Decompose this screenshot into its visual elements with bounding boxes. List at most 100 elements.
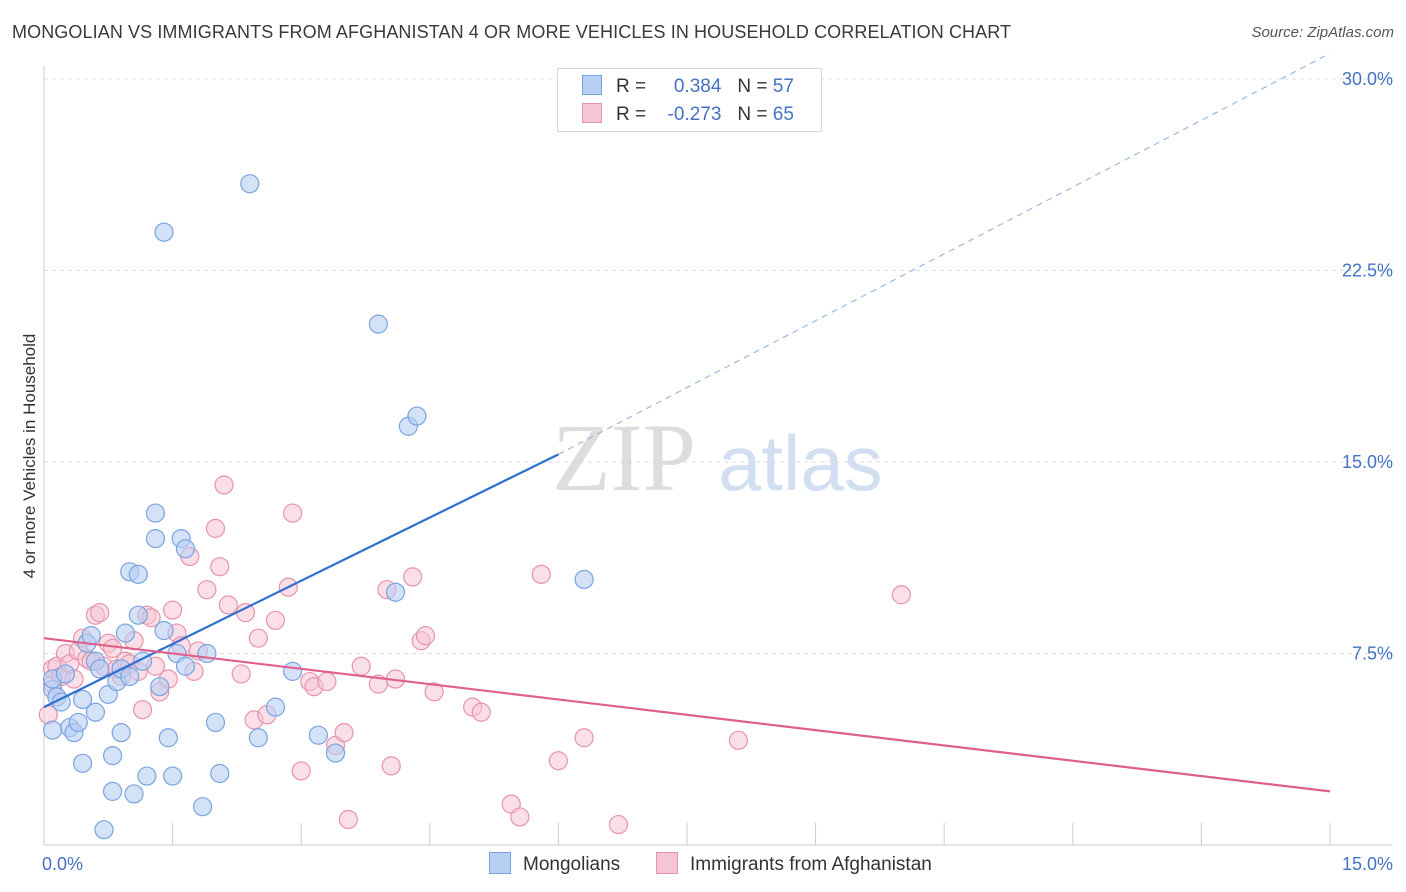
data-point-afghanistan [424,682,444,702]
data-point-mongolians [145,503,166,523]
data-point-mongolians [240,174,260,194]
legend-r-label: R = [616,76,647,97]
data-point-afghanistan [531,564,551,584]
data-point-mongolians [325,743,346,763]
data-point-mongolians [385,582,406,602]
y-tick-label: 22.5% [1342,261,1393,281]
chart-source: Source: ZipAtlas.com [1251,24,1394,41]
data-point-mongolians [283,661,303,681]
y-tick-label: 7.5% [1352,644,1393,664]
data-point-mongolians [55,664,76,684]
data-point-mongolians [120,666,140,687]
chart-title: MONGOLIAN VS IMMIGRANTS FROM AFGHANISTAN… [12,22,1012,42]
data-point-mongolians [154,222,174,242]
y-tick-label: 30.0% [1342,69,1393,89]
data-point-afghanistan [265,610,286,630]
series-mongolians [42,174,594,840]
legend-row-afghanistan: R = -0.273 N = 65 [582,103,794,126]
data-point-mongolians [175,539,196,559]
data-point-mongolians [85,702,106,722]
data-point-afghanistan [235,603,256,623]
data-point-afghanistan [338,809,358,830]
data-point-mongolians [248,728,268,748]
trend-line-afghanistan [43,637,1331,793]
data-point-afghanistan [415,626,436,646]
axes [43,66,1392,846]
data-point-mongolians [68,712,88,733]
data-point-afghanistan [163,600,183,620]
bottom-legend-label: Mongolians [523,854,621,875]
data-point-afghanistan [608,814,629,835]
data-point-mongolians [193,797,213,817]
data-point-mongolians [81,626,101,646]
data-point-afghanistan [548,751,569,771]
legend-n-label: N = [737,76,768,97]
data-point-mongolians [154,620,174,641]
data-point-mongolians [265,697,286,717]
data-point-afghanistan [90,603,110,623]
data-point-afghanistan [132,700,153,720]
data-point-afghanistan [728,730,749,750]
data-point-mongolians [124,784,144,804]
legend-swatch-blue [582,75,602,95]
data-point-mongolians [102,781,123,801]
data-point-afghanistan [210,557,230,577]
data-point-afghanistan [891,585,911,605]
data-point-mongolians [150,677,170,697]
trend-line-mongolians [43,453,559,709]
data-point-mongolians [90,659,110,679]
data-point-afghanistan [283,503,303,523]
x-tick-label: 0.0% [42,854,83,874]
legend-n-label: N = [737,104,768,125]
data-point-mongolians [158,728,178,748]
gridlines [44,78,1392,654]
data-point-afghanistan [471,702,491,722]
data-point-mongolians [102,746,123,766]
data-point-mongolians [308,725,328,745]
data-point-mongolians [163,766,183,786]
data-point-mongolians [574,569,594,590]
data-point-afghanistan [510,807,530,827]
data-point-mongolians [175,656,196,676]
data-point-afghanistan [574,728,594,748]
legend-r-label: R = [616,104,647,125]
bottom-legend-label: Immigrants from Afghanistan [690,854,932,875]
bottom-legend-swatch-blue [489,852,511,874]
legend-swatch-pink [582,103,602,123]
data-point-afghanistan [218,595,238,615]
legend-row-mongolians: R = 0.384 N = 57 [582,75,794,98]
data-point-afghanistan [205,518,226,538]
data-point-afghanistan [214,475,234,495]
data-point-mongolians [210,763,230,784]
data-point-afghanistan [231,664,251,684]
data-point-mongolians [368,314,388,334]
data-point-mongolians [407,406,427,426]
legend-n-value: 57 [772,76,794,97]
data-point-afghanistan [317,671,337,692]
trend-line-mongolians-extension [558,52,1331,455]
data-point-mongolians [128,605,148,625]
data-point-afghanistan [381,756,401,776]
tick-labels: 7.5% 15.0% 22.5% 30.0% 0.0% 15.0% [42,69,1393,874]
data-point-mongolians [111,723,131,743]
data-point-mongolians [72,689,93,710]
y-tick-label: 15.0% [1342,452,1393,472]
data-point-mongolians [72,753,93,773]
data-point-afghanistan [334,723,354,743]
legend-r-value: -0.273 [667,104,722,125]
data-point-mongolians [197,643,217,664]
x-tick-label: 15.0% [1342,854,1393,874]
legend-r-value: 0.384 [673,76,722,97]
bottom-legend-swatch-pink [656,852,678,874]
data-point-mongolians [115,623,136,643]
data-point-mongolians [205,712,226,733]
data-point-afghanistan [403,567,423,587]
correlation-legend: R = 0.384 N = 57 R = -0.273 N = 65 [557,68,822,132]
watermark-zip: ZIP [552,404,696,511]
data-point-afghanistan [197,580,217,600]
legend-n-value: 65 [772,104,794,125]
watermark: ZIP atlas [552,404,883,511]
data-point-mongolians [128,564,148,584]
data-point-mongolians [145,528,166,549]
trend-lines [43,52,1331,793]
